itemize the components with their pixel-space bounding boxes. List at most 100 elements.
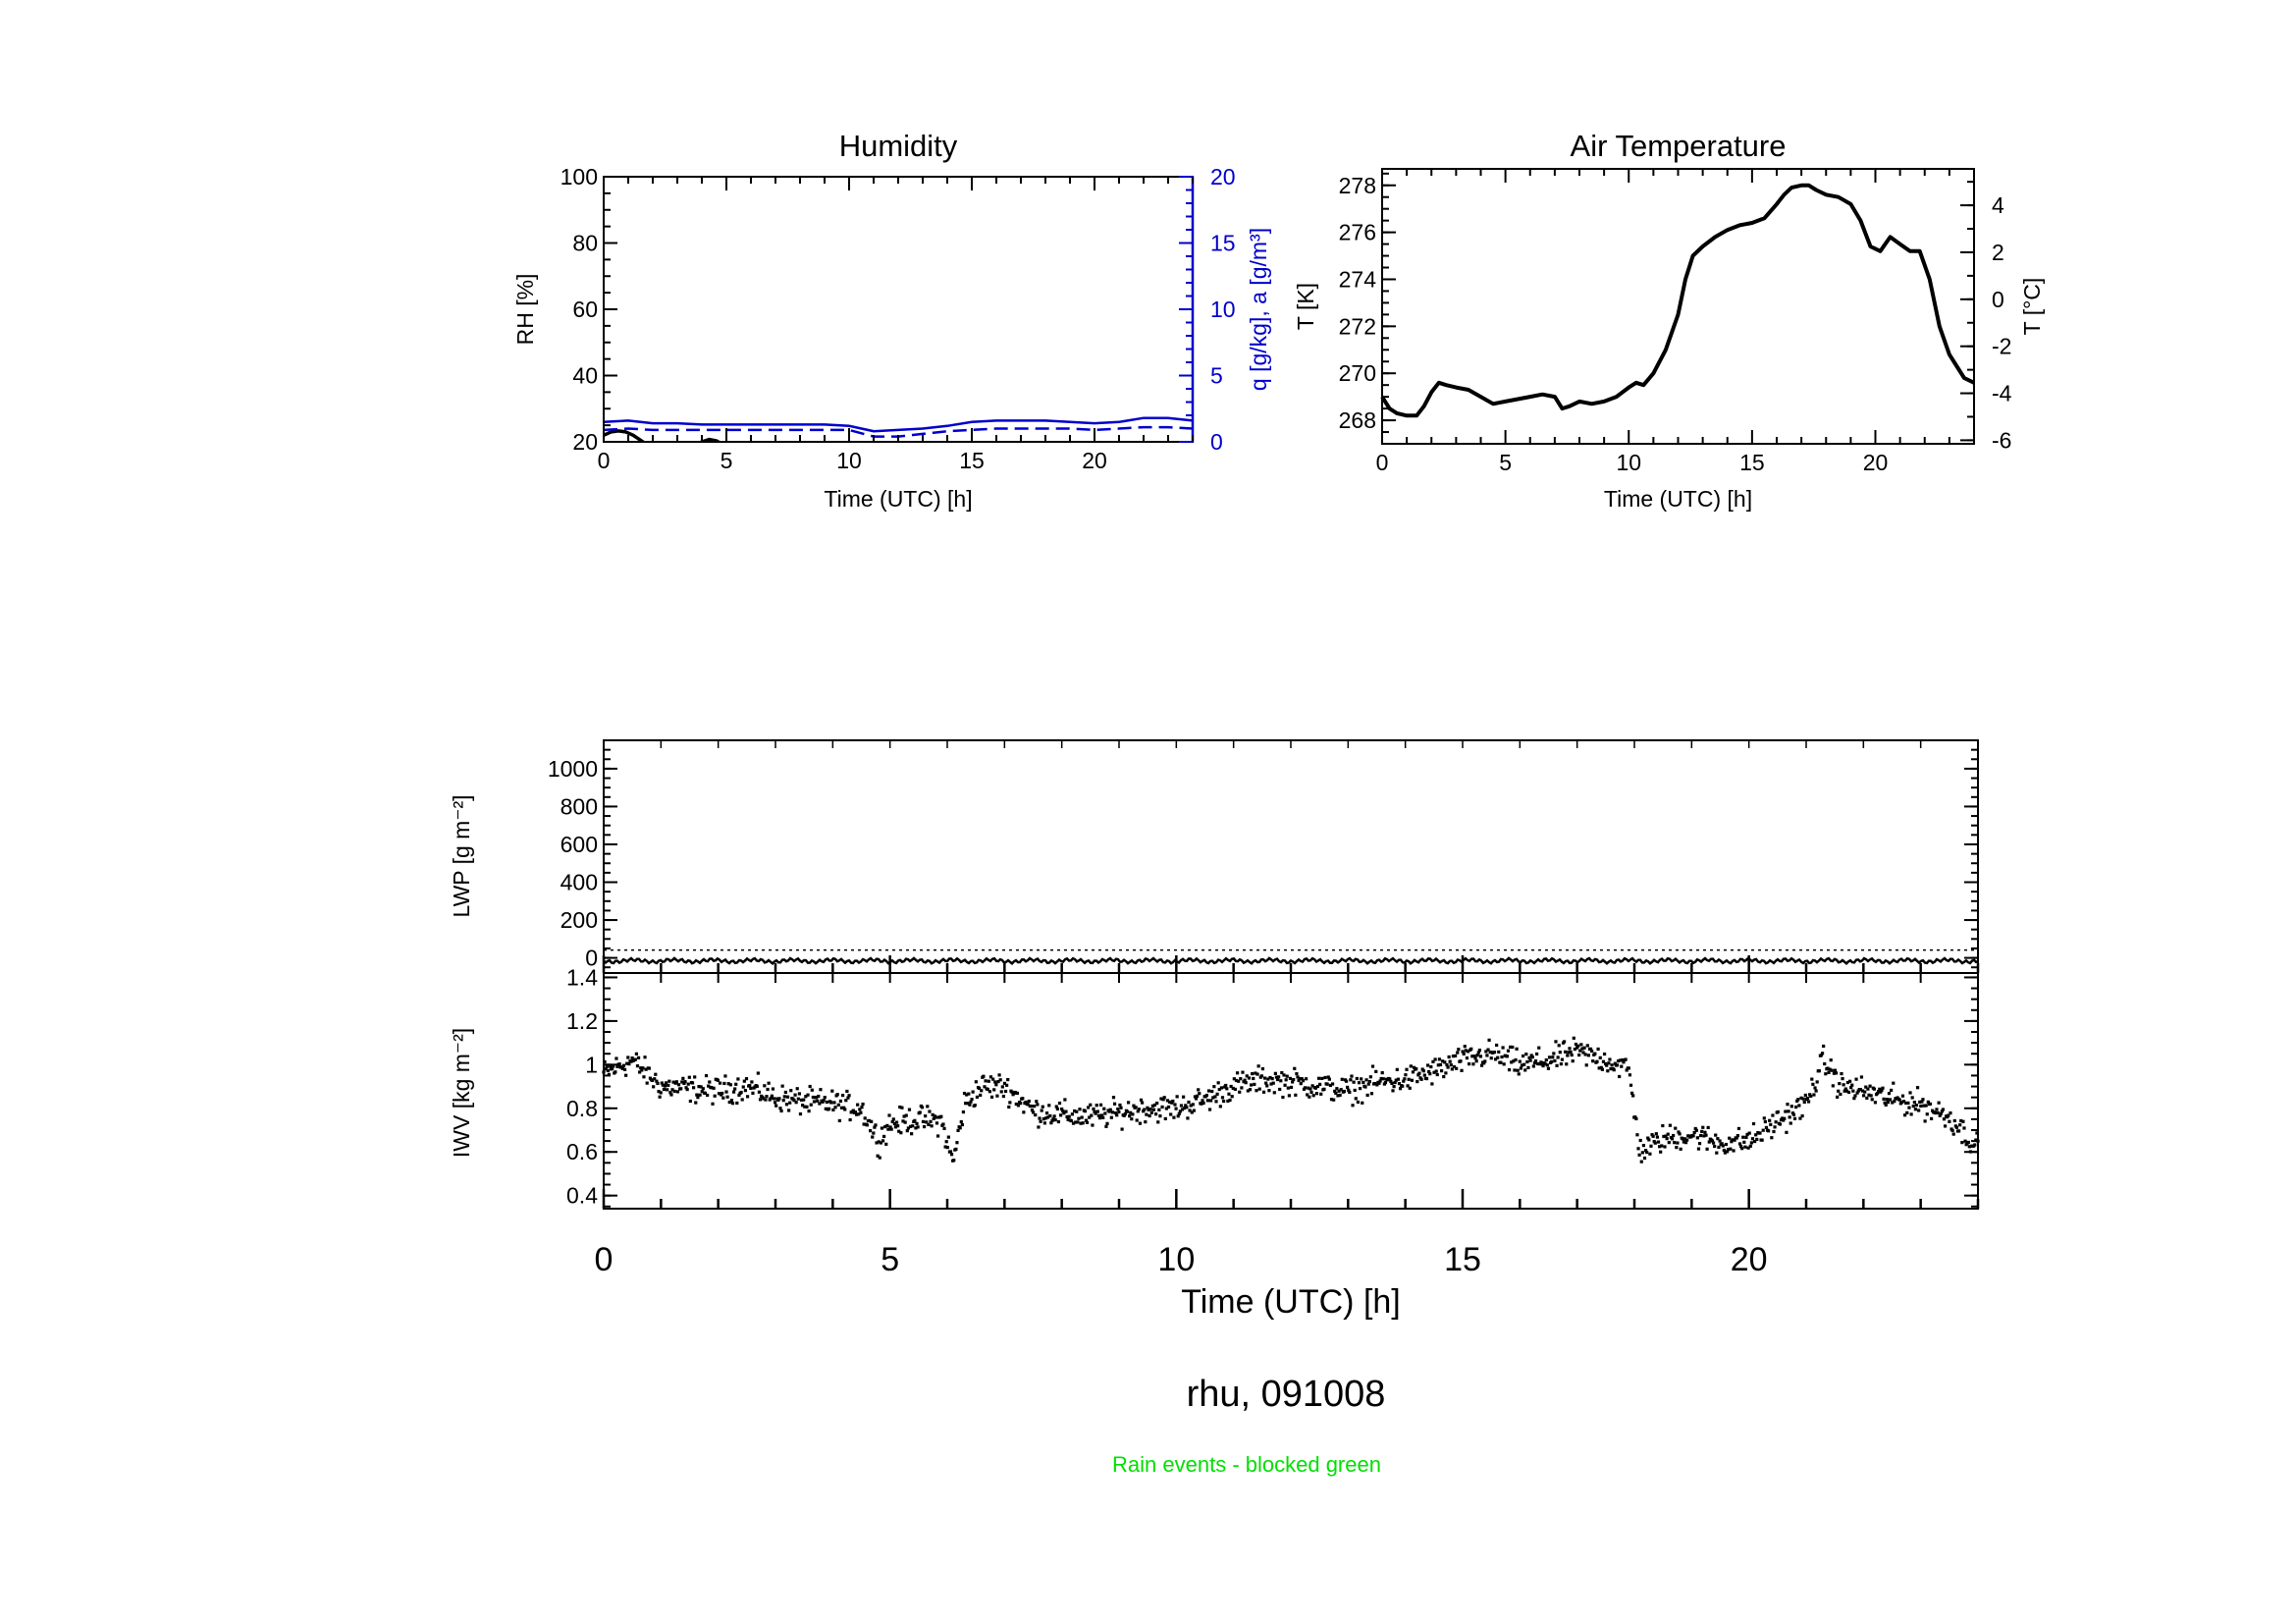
x-tick-label: 15 [1444,1241,1481,1278]
series-line-LWP [603,956,1979,965]
data-point [1770,1136,1774,1140]
data-point [1629,1091,1634,1095]
data-point [1365,1093,1369,1098]
data-point [716,1078,720,1082]
data-point [1255,1072,1259,1076]
data-point [1342,1089,1347,1094]
data-point [743,1089,748,1093]
data-point [1297,1078,1301,1083]
data-point [1040,1109,1043,1112]
data-point [840,1093,845,1098]
data-point [1107,1109,1111,1113]
data-point [1740,1147,1744,1151]
data-point [924,1114,928,1118]
data-point [1283,1083,1287,1087]
data-point [1128,1114,1132,1118]
y-tick-label: 80 [572,231,598,256]
data-point [815,1096,819,1100]
data-point [1830,1068,1834,1072]
data-point [1447,1055,1451,1059]
data-point [1344,1079,1349,1083]
data-point [821,1100,825,1104]
data-point [1596,1047,1600,1052]
series-line-RH [603,429,649,447]
data-point [887,1113,891,1117]
data-point [857,1112,861,1116]
data-point [1499,1060,1503,1064]
data-point [1279,1079,1283,1083]
data-point [916,1125,920,1129]
data-point [1678,1132,1682,1136]
data-point [885,1123,889,1128]
data-point [1696,1147,1701,1151]
data-point [971,1090,975,1094]
data-point [1911,1104,1915,1109]
data-point [1800,1113,1804,1118]
data-point [1935,1108,1939,1111]
data-point [1685,1138,1689,1142]
data-point [961,1109,966,1114]
data-point [1880,1088,1884,1093]
data-point [1578,1049,1582,1053]
data-point [1036,1103,1040,1107]
data-point [1755,1137,1759,1142]
data-point [1924,1104,1928,1108]
data-point [640,1068,644,1072]
data-point [1171,1099,1175,1104]
data-point [1080,1115,1084,1119]
data-point [1580,1047,1584,1051]
data-point [1192,1109,1196,1112]
data-point [1716,1137,1720,1141]
data-point [1433,1057,1437,1061]
data-point [892,1121,896,1126]
data-point [845,1089,849,1094]
data-point [1882,1097,1886,1101]
data-point [1550,1059,1554,1064]
data-point [1101,1115,1105,1119]
x-tick-label: 5 [1499,450,1512,475]
plot-frame [603,739,1979,974]
data-point [1252,1076,1255,1081]
data-point [611,1066,614,1070]
data-point [1618,1074,1622,1079]
data-point [939,1114,943,1118]
data-point [1457,1048,1461,1052]
data-point [1706,1125,1710,1130]
data-point [607,1072,611,1076]
data-point [685,1087,689,1092]
data-point [1854,1077,1858,1081]
data-point [717,1092,721,1096]
data-point [1364,1078,1368,1082]
data-point [1172,1115,1176,1119]
data-point [1921,1098,1925,1102]
data-point [1576,1044,1580,1048]
data-point [928,1109,932,1113]
data-point [1395,1067,1399,1071]
data-point [1912,1101,1916,1105]
y-tick-label: 20 [572,429,598,455]
data-point [1233,1087,1238,1092]
data-point [1661,1123,1665,1128]
data-point [1651,1134,1655,1138]
data-point [1438,1062,1443,1067]
x-tick-label: 0 [598,448,611,473]
data-point [1456,1051,1460,1055]
data-point [713,1094,717,1098]
x-tick-label: 20 [1082,448,1107,473]
data-point [1862,1094,1866,1098]
data-point [1131,1112,1135,1116]
data-point [1582,1046,1586,1050]
y-tick-label: 10 [1210,297,1236,322]
data-point [1060,1107,1064,1111]
data-point [1892,1081,1896,1085]
data-point [782,1095,786,1099]
data-point [1891,1101,1895,1105]
data-point [1411,1070,1415,1074]
data-point [1519,1066,1523,1070]
x-tick-label: 15 [959,448,985,473]
data-point [1336,1094,1340,1098]
data-point [993,1080,997,1084]
data-point [1488,1050,1492,1055]
data-point [899,1131,903,1135]
data-point [1904,1101,1908,1106]
